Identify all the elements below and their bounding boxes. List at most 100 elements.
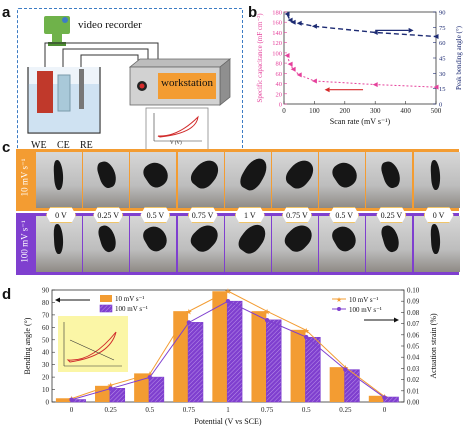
potential-label: 0 V	[46, 207, 76, 223]
legend-swatch-100mv	[99, 304, 113, 313]
strain-marker-100mv	[147, 375, 152, 380]
bar-10mv	[212, 291, 228, 402]
strain-marker-10mv: ★	[146, 370, 153, 379]
y-tick-label: 40	[42, 349, 50, 357]
legend-label-10mv: 10 mV s⁻¹	[115, 295, 144, 303]
strain-marker-100mv	[264, 318, 270, 323]
y2-tick-label: 45	[439, 56, 446, 63]
chart-d: 01020304050607080900.000.010.020.030.040…	[23, 287, 438, 427]
actuator-film	[140, 222, 172, 255]
x-tick-label: 0	[383, 406, 387, 414]
potential-label: 0.75 V	[282, 207, 312, 223]
actuator-film	[95, 159, 119, 190]
legend-label-strain-100mv: 100 mV s⁻¹	[349, 306, 382, 314]
data-point-capacitance	[372, 82, 378, 88]
video-recorder-label: video recorder	[78, 19, 142, 31]
setup-drawing	[27, 16, 232, 151]
strain-marker-10mv: ★	[185, 307, 192, 316]
actuator-film	[430, 223, 442, 254]
data-point-bending	[372, 29, 378, 35]
workstation-label: workstation	[161, 77, 213, 89]
actuator-photo	[177, 216, 224, 272]
y-tick-label: 180	[272, 10, 282, 17]
data-point-capacitance	[296, 72, 302, 78]
data-point-bending	[290, 19, 296, 25]
y-tick-label: 70	[42, 311, 50, 319]
y2-tick-label: 0.05	[407, 343, 420, 351]
row-label-10mv: 10 mV s⁻¹	[19, 158, 30, 196]
bar-10mv	[55, 398, 71, 402]
cv-inset-background	[58, 316, 128, 372]
x-tick-label: 400	[400, 107, 411, 115]
y-axis-label: Specific capacitance (mF cm⁻²)	[256, 13, 264, 103]
actuator-photo	[366, 216, 413, 272]
strain-line-10mv	[71, 290, 385, 400]
y-tick-label: 90	[42, 287, 50, 295]
data-point-bending	[311, 23, 317, 29]
legend-label-strain-10mv: 10 mV s⁻¹	[349, 296, 378, 304]
y-tick-label: 30	[42, 361, 50, 369]
actuator-photo	[224, 152, 271, 208]
y2-axis-label: Actuation strain (%)	[429, 313, 438, 379]
y2-tick-label: 0.04	[407, 354, 420, 362]
actuator-photo	[130, 152, 177, 208]
actuator-photo	[83, 216, 130, 272]
actuator-film	[96, 223, 119, 254]
actuator-film	[187, 220, 223, 257]
y2-tick-label: 0.06	[407, 331, 420, 339]
series-line-capacitance	[286, 55, 437, 88]
y2-tick-label: 0.10	[407, 287, 420, 295]
inset-axis-label: V (V)	[170, 141, 182, 146]
actuator-photo	[272, 152, 318, 208]
row-label-100mv: 100 mV s⁻¹	[19, 219, 30, 263]
x-tick-label: 300	[370, 107, 381, 115]
actuator-photo	[272, 216, 318, 272]
setup-schematic: video recorder workstation WE CE RE V (V…	[17, 8, 243, 162]
electrode-we: WE	[31, 140, 47, 151]
actuator-film	[378, 159, 403, 190]
x-tick-label: 500	[431, 107, 442, 115]
strain-marker-10mv: ★	[224, 287, 231, 296]
actuator-photo	[177, 152, 224, 208]
x-tick-label: 0.5	[145, 406, 154, 414]
actuator-photo	[319, 216, 366, 272]
strain-marker-10mv: ★	[303, 326, 310, 335]
actuator-film	[235, 219, 271, 257]
y2-axis-label: Peak bending angle (°)	[455, 25, 463, 90]
data-point-bending	[284, 11, 290, 17]
actuator-film	[282, 155, 318, 193]
y2-tick-label: 75	[439, 25, 446, 32]
potential-label: 1 V	[234, 207, 265, 223]
panel-label-c: c	[2, 139, 11, 156]
inset-cv-loop	[66, 331, 117, 363]
potential-label: 0.75 V	[187, 207, 218, 223]
y-tick-label: 120	[272, 40, 282, 47]
arrow-head	[394, 317, 399, 323]
actuator-photo	[224, 216, 271, 272]
actuator-photo	[413, 152, 460, 208]
bar-100mv	[344, 369, 360, 403]
y-tick-label: 80	[276, 61, 283, 68]
x-tick-label: 0	[282, 107, 286, 115]
legend-marker-10mv: ★	[336, 296, 342, 304]
y2-tick-label: 30	[439, 71, 446, 78]
bar-100mv	[109, 388, 126, 403]
actuator-photo	[83, 152, 130, 208]
y-tick-label: 20	[276, 91, 283, 98]
actuator-film	[329, 222, 360, 255]
photo-strip: 10 mV s⁻¹ 100 mV s⁻¹ 0 V 0.25 V 0.5 V 0.75 …	[16, 149, 460, 275]
y-tick-label: 80	[42, 299, 50, 307]
x-tick-label: 0.25	[339, 406, 352, 414]
strain-marker-100mv	[382, 395, 387, 400]
y2-tick-label: 90	[439, 10, 446, 17]
y-tick-label: 100	[272, 50, 282, 57]
data-point-bending	[296, 20, 302, 26]
actuator-film	[430, 159, 442, 190]
bar-100mv	[226, 300, 243, 403]
y-tick-label: 0	[46, 399, 50, 407]
series-line-bending	[286, 13, 437, 38]
data-point-capacitance	[311, 78, 317, 84]
strain-marker-10mv: ★	[107, 381, 114, 390]
panel-label-b: b	[248, 4, 258, 21]
legend-label-100mv: 100 mV s⁻¹	[115, 305, 148, 313]
